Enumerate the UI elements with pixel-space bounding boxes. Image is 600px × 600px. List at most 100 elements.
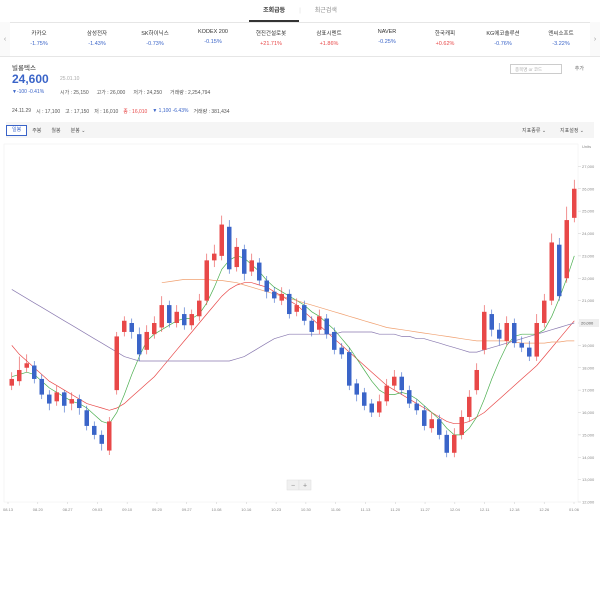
y-tick-label: 18,000 (582, 365, 595, 370)
ticker-bar: ‹ 카카오 -1.75% 삼성전자 -1.43% SK하이닉스 -0.73% KODEX 2… (0, 22, 600, 57)
zoom-in-button[interactable] (298, 479, 312, 491)
ticker-item[interactable]: KODEX 200 -0.15% (184, 22, 242, 56)
candle-body (294, 305, 299, 312)
candle-body (32, 365, 37, 379)
candle-body (482, 311, 487, 350)
y-tick-label: 26,000 (582, 186, 595, 191)
moving-average-line (11, 289, 575, 362)
stock-price: 24,600 (12, 72, 49, 86)
indicator-settings-dropdown[interactable]: 지표설정 ⌄ (560, 127, 584, 134)
ticker-change: -0.76% (494, 41, 512, 47)
candle-body (339, 347, 344, 355)
candle-body (212, 253, 217, 261)
ticker-name: 한국캐피 (434, 31, 456, 37)
ticker-item[interactable]: 카카오 -1.75% (10, 22, 68, 56)
x-tick-label: 10.30 (301, 507, 312, 512)
x-tick-label: 11.27 (420, 507, 430, 512)
minus-icon: − (291, 483, 295, 490)
candle-body (249, 260, 254, 272)
period-daily-button[interactable]: 일봉 (6, 124, 28, 136)
x-tick-label: 11.06 (331, 507, 341, 512)
candle-body (452, 434, 457, 453)
ticker-item[interactable]: SK하이닉스 -0.73% (126, 22, 184, 56)
ticker-item[interactable]: 삼표시멘트 +1.86% (300, 22, 358, 56)
ticker-item[interactable]: NAVER -0.25% (358, 22, 416, 56)
chevron-right-icon[interactable]: › (590, 22, 600, 56)
candle-body (234, 246, 239, 268)
candle-body (159, 305, 164, 328)
candle-body (407, 390, 412, 404)
x-tick-label: 11.20 (390, 507, 400, 512)
candle-body (122, 320, 127, 332)
x-tick-label: 10.16 (241, 507, 252, 512)
y-tick-label: 23,000 (582, 253, 595, 258)
stock-header: 빌롱텍스 24,600 25.01.10 ▼-100 -0.41% 시가 : 2… (12, 62, 590, 96)
summary-low: 저가 : 24,250 (133, 90, 163, 96)
candle-body (279, 293, 284, 301)
x-tick-label: 12.04 (450, 507, 461, 512)
period-monthly-button[interactable]: 월봉 (51, 127, 61, 134)
search-input[interactable]: 종목명 or 코드 (510, 64, 562, 74)
ticker-item[interactable]: 현진건설로봇 +21.71% (242, 22, 300, 56)
ohlc-readout: 24.11.29 시 : 17,100 고 : 17,150 저 : 16,01… (12, 108, 229, 115)
candle-body (437, 419, 442, 435)
candle-body (17, 369, 22, 382)
ohlc-close: 종 : 16,010 (123, 109, 148, 115)
ohlc-volume: 거래량 : 381,434 (193, 109, 230, 115)
ticker-item[interactable]: KG에코솔루션 -0.76% (474, 22, 532, 56)
candle-body (354, 383, 359, 395)
ticker-item[interactable]: 삼성전자 -1.43% (68, 22, 126, 56)
candle-body (332, 331, 337, 350)
candle-body (572, 188, 577, 218)
ohlc-change: ▼ 1,100 -6.43% (152, 108, 189, 114)
ticker-name: 삼성전자 (86, 31, 108, 37)
y-tick-label: 17,000 (582, 388, 595, 393)
indicator-type-dropdown[interactable]: 지표종류 ⌄ (522, 127, 547, 134)
candle-body (99, 434, 104, 444)
candle-body (534, 323, 539, 357)
candle-body (129, 323, 134, 332)
y-tick-label: 19,000 (582, 343, 595, 348)
candle-body (527, 347, 532, 357)
candle-body (549, 242, 554, 301)
candle-body (242, 249, 247, 274)
stock-date: 25.01.10 (60, 76, 80, 82)
ticker-name: SK하이닉스 (141, 31, 169, 37)
candle-body (92, 425, 97, 435)
candle-body (167, 305, 172, 323)
x-tick-label: 08.20 (33, 507, 44, 512)
ticker-change: -3.22% (552, 41, 570, 47)
candle-body (197, 300, 202, 317)
candle-body (69, 399, 74, 404)
ticker-item[interactable]: 엔씨소프트 -3.22% (532, 22, 590, 56)
candle-body (309, 320, 314, 332)
add-button[interactable]: 추가 (574, 66, 584, 72)
summary-open: 시가 : 25,150 (60, 90, 89, 96)
candle-body (114, 336, 119, 391)
ticker-change: +21.71% (260, 41, 282, 47)
x-tick-label: 09.27 (182, 507, 193, 512)
tab-popular[interactable]: 조회급등 (249, 0, 300, 22)
ticker-change: -0.25% (378, 39, 396, 45)
candlestick-chart[interactable]: Units 12,000 13,000 14,000 15,000 16,000 17,00… (0, 140, 600, 520)
candle-body (474, 369, 479, 391)
y-tick-label: 22,000 (582, 276, 595, 281)
y-tick-label: 14,000 (582, 455, 595, 460)
x-tick-label: 01.06 (569, 507, 580, 512)
x-tick-label: 12.18 (509, 507, 520, 512)
chevron-left-icon[interactable]: ‹ (0, 22, 10, 56)
candle-body (519, 343, 524, 348)
stock-change: ▼-100 -0.41% (12, 89, 45, 95)
tab-recent[interactable]: 최근검색 (314, 8, 337, 14)
period-minute-dropdown[interactable]: 분봉 ⌄ (70, 127, 86, 134)
candle-body (219, 224, 224, 256)
top-tabs: 조회급등 | 최근검색 (0, 0, 600, 23)
period-weekly-button[interactable]: 주봉 (32, 127, 42, 134)
x-tick-label: 11.13 (361, 507, 371, 512)
ticker-change: +1.86% (319, 41, 339, 47)
y-tick-label: 12,000 (582, 500, 595, 505)
candle-body (77, 399, 82, 409)
ticker-item[interactable]: 한국캐피 +0.62% (416, 22, 474, 56)
y-tick-label: 24,000 (582, 231, 595, 236)
summary-volume: 거래량 : 2,254,794 (170, 90, 211, 96)
